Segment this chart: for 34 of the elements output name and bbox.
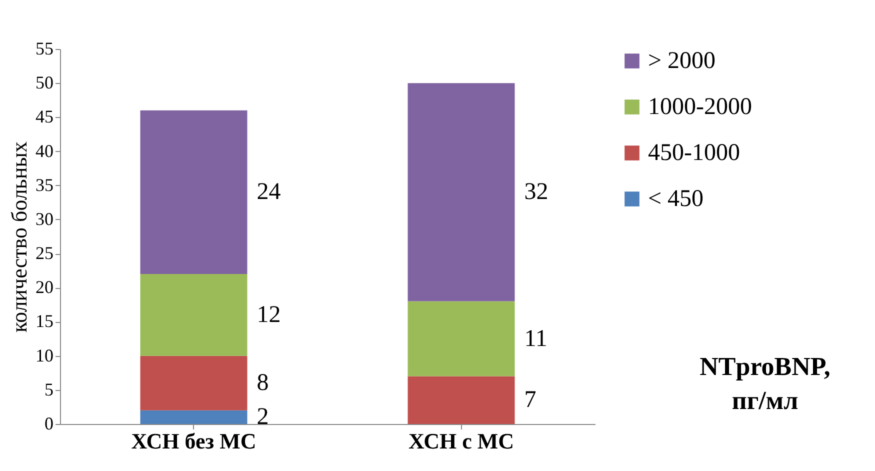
bar — [140, 356, 248, 410]
y-axis-title: количество больных — [6, 142, 32, 332]
data-label: 8 — [256, 370, 269, 396]
text: NTproBNP, пг/мл — [698, 351, 832, 417]
bar — [140, 110, 248, 274]
legend-label: < 450 — [648, 186, 704, 212]
y-tick-label: 45 — [36, 106, 54, 127]
data-label: 12 — [256, 302, 281, 328]
data-label: 11 — [524, 326, 548, 352]
data-label: 2 — [256, 404, 269, 430]
y-tick-label: 5 — [44, 379, 54, 400]
bar — [408, 376, 515, 424]
bar — [408, 301, 515, 376]
y-tick-label: 55 — [36, 38, 54, 58]
y-tick-label: 15 — [36, 311, 54, 332]
y-tick-label: 30 — [36, 208, 54, 229]
y-tick-label: 50 — [36, 72, 54, 93]
x-tick-label: ХСН с МС — [408, 428, 514, 454]
data-label: 24 — [256, 179, 281, 206]
legend-label: > 2000 — [648, 48, 716, 74]
legend-label: 1000-2000 — [648, 94, 752, 120]
y-tick-label: 25 — [36, 243, 54, 264]
y-tick-label: 20 — [36, 277, 54, 298]
x-tick-label: ХСН без МС — [131, 428, 256, 454]
data-label: 32 — [524, 179, 548, 206]
bar — [140, 274, 248, 356]
bar — [408, 83, 515, 302]
legend-label: 450-1000 — [648, 140, 740, 166]
bar — [140, 410, 248, 424]
y-tick-label: 10 — [36, 345, 54, 366]
y-tick-label: 35 — [36, 174, 54, 195]
y-tick-label: 0 — [44, 414, 54, 434]
y-tick-label: 40 — [36, 140, 54, 161]
data-label: 7 — [524, 387, 536, 414]
